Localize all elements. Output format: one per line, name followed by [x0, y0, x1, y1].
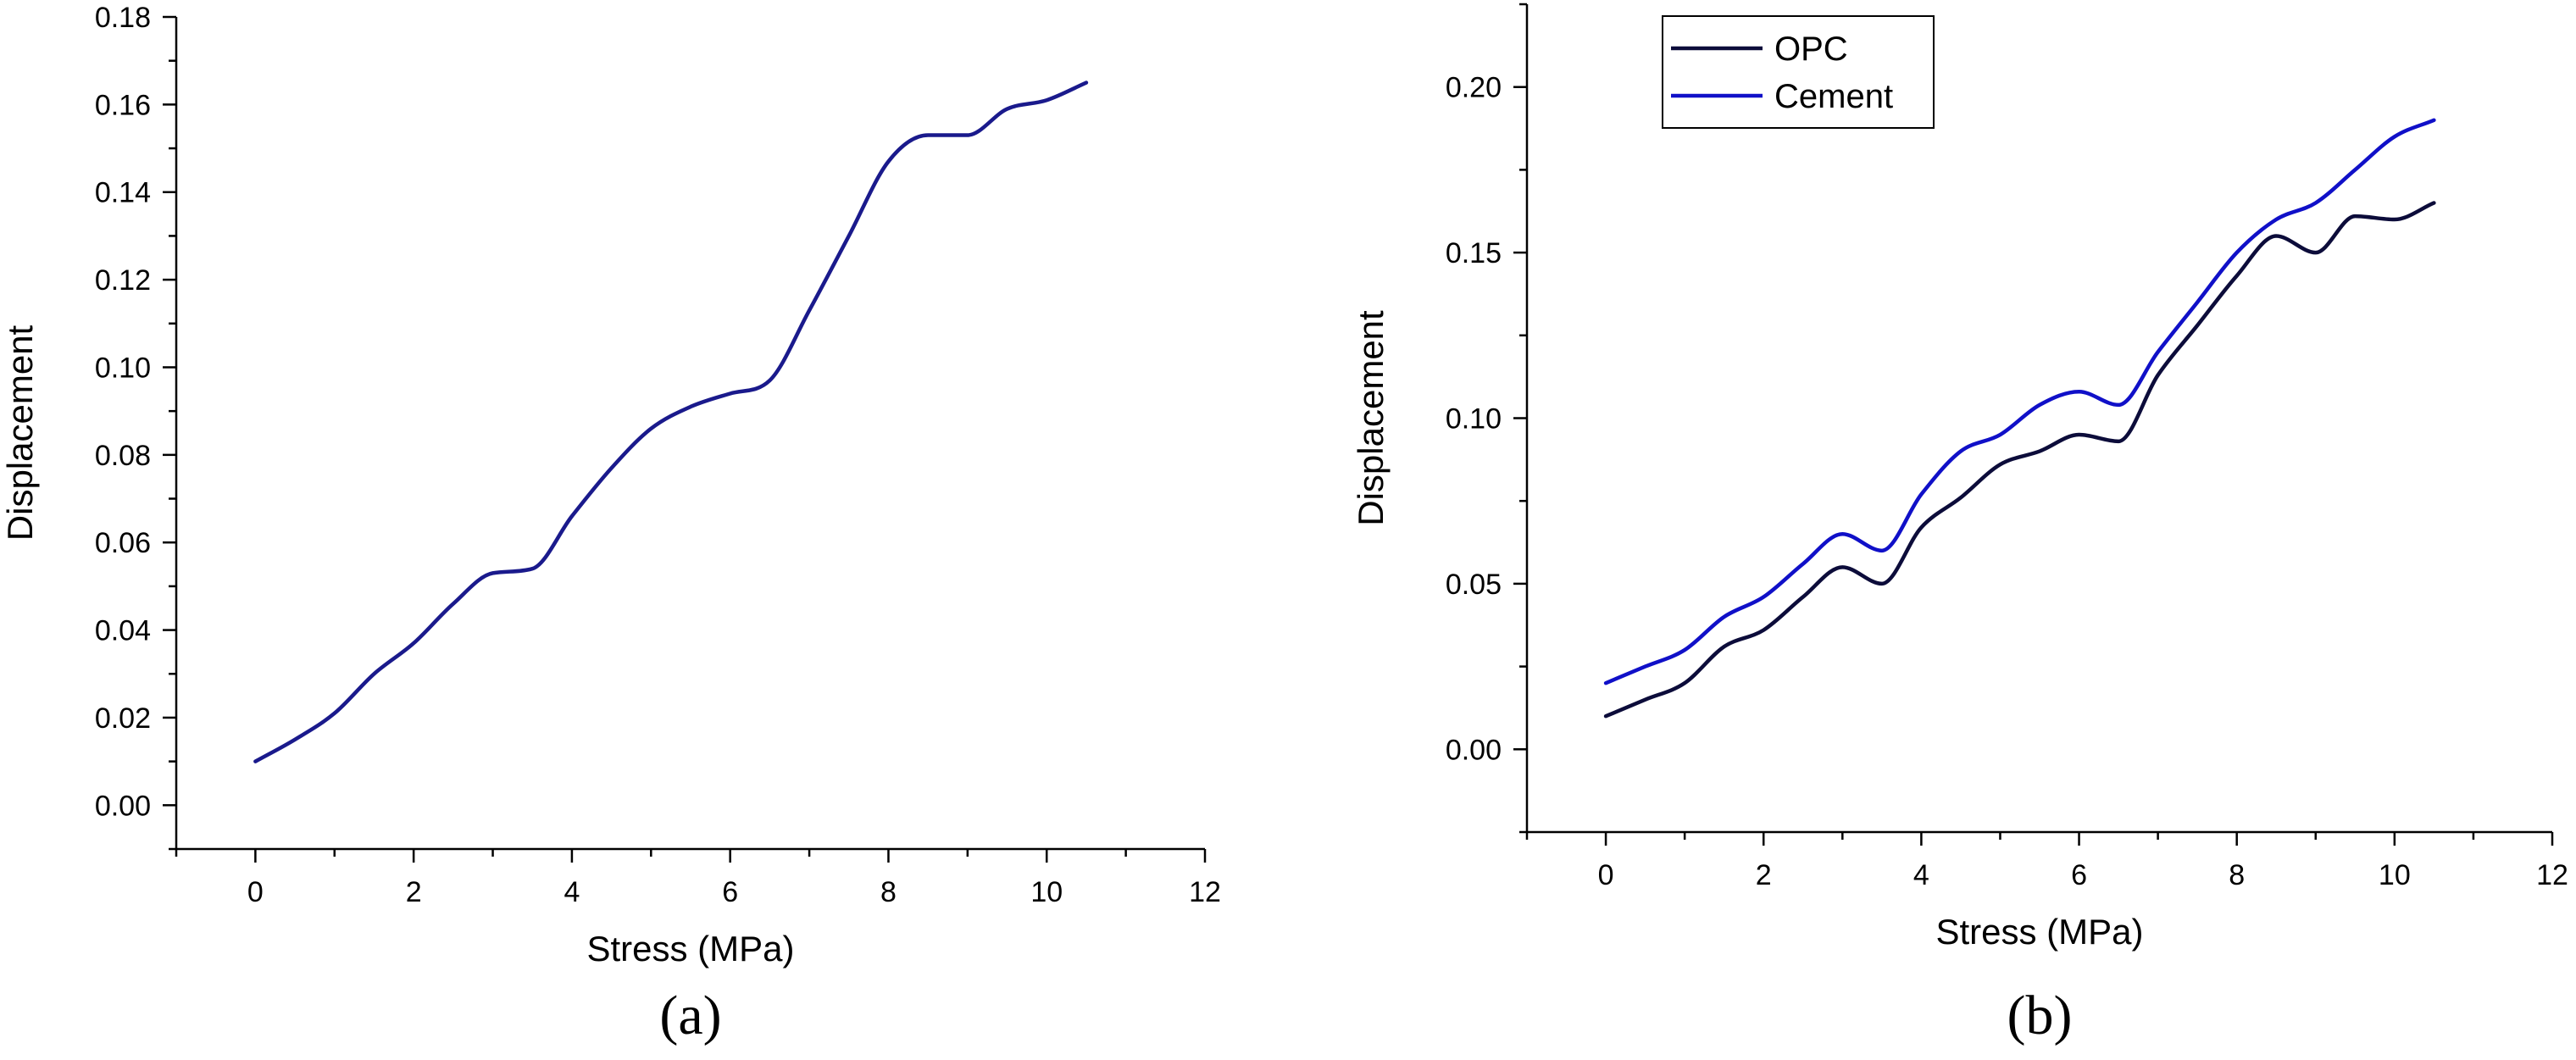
y-tick-label: 0.20: [1446, 72, 1502, 104]
y-tick-label: 0.06: [95, 527, 151, 559]
x-tick-label: 8: [880, 876, 897, 908]
x-tick-label: 10: [1030, 876, 1063, 908]
panel-label: (b): [2007, 985, 2073, 1046]
series-line-cement: [1603, 118, 2436, 685]
x-tick-label: 8: [2229, 859, 2245, 891]
y-tick-label: 0.00: [95, 790, 151, 822]
y-axis-title: Displacement: [1351, 310, 1391, 526]
series-line-opc: [1603, 201, 2436, 719]
x-tick-label: 6: [722, 876, 738, 908]
x-tick-label: 0: [247, 876, 264, 908]
x-tick-label: 6: [2071, 859, 2087, 891]
legend-box: [1662, 15, 1935, 129]
y-tick-label: 0.12: [95, 264, 151, 297]
y-tick-label: 0.14: [95, 177, 151, 209]
y-tick-label: 0.04: [95, 615, 151, 647]
x-tick-label: 12: [2536, 859, 2568, 891]
y-axis-title: Displacement: [0, 325, 40, 541]
y-tick-label: 0.18: [95, 2, 151, 34]
x-tick-label: 12: [1189, 876, 1221, 908]
x-tick-label: 0: [1598, 859, 1614, 891]
x-tick-label: 2: [1756, 859, 1772, 891]
legend-label: Cement: [1774, 78, 1893, 115]
x-axis-title: Stress (MPa): [586, 929, 794, 968]
y-tick-label: 0.08: [95, 440, 151, 472]
x-tick-label: 4: [564, 876, 580, 908]
panel-label: (a): [659, 985, 721, 1046]
series-line: [253, 80, 1089, 763]
y-tick-label: 0.00: [1446, 734, 1502, 766]
legend-label: OPC: [1774, 31, 1848, 68]
chart-panel-a: 0 2 4 6 8 10 12 0.00 0.02 0.04 0.06 0.08 0.10 0.12 0.1…: [0, 2, 1221, 1046]
y-tick-label: 0.02: [95, 702, 151, 735]
y-tick-label: 0.10: [1446, 403, 1502, 436]
x-tick-label: 4: [1913, 859, 1929, 891]
legend: OPC Cement: [1662, 15, 1935, 129]
y-tick-label: 0.15: [1446, 237, 1502, 269]
x-tick-label: 10: [2379, 859, 2411, 891]
y-tick-label: 0.10: [95, 352, 151, 384]
y-tick-label: 0.16: [95, 89, 151, 121]
chart-panel-b: 0 2 4 6 8 10 12 0.00 0.05 0.10 0.15 0.20 Stress (MPa…: [1351, 3, 2568, 1046]
x-tick-label: 2: [406, 876, 422, 908]
x-axis-title: Stress (MPa): [1935, 912, 2143, 952]
y-tick-label: 0.05: [1446, 569, 1502, 601]
